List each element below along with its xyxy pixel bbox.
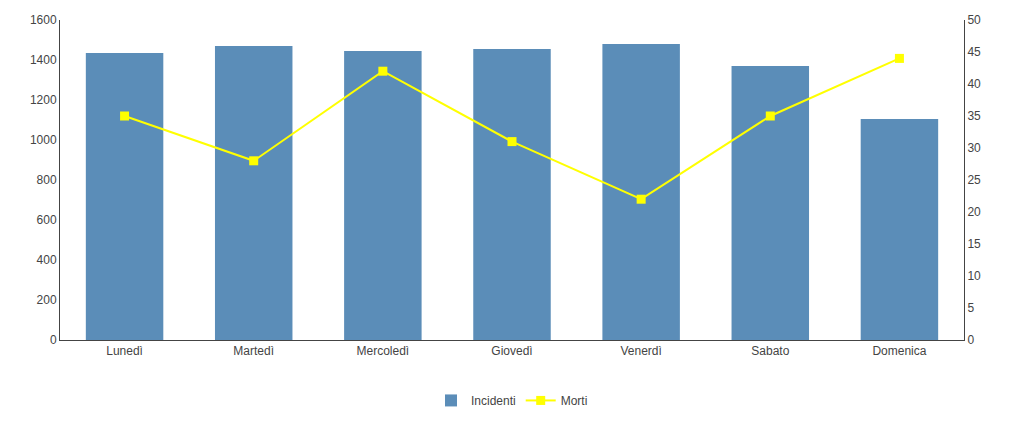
svg-text:1400: 1400: [30, 53, 57, 67]
svg-text:Martedì: Martedì: [233, 344, 274, 358]
svg-text:40: 40: [967, 77, 981, 91]
svg-text:1000: 1000: [30, 133, 57, 147]
svg-text:0: 0: [50, 333, 57, 347]
svg-text:1600: 1600: [30, 13, 57, 27]
svg-text:30: 30: [967, 141, 981, 155]
svg-text:Venerdì: Venerdì: [620, 344, 661, 358]
svg-text:15: 15: [967, 237, 981, 251]
svg-text:200: 200: [37, 293, 57, 307]
svg-text:Domenica: Domenica: [872, 344, 926, 358]
svg-text:20: 20: [967, 205, 981, 219]
svg-text:Morti: Morti: [561, 394, 588, 408]
svg-text:35: 35: [967, 109, 981, 123]
svg-text:800: 800: [37, 173, 57, 187]
svg-text:0: 0: [967, 333, 974, 347]
svg-text:Mercoledì: Mercoledì: [357, 344, 410, 358]
svg-text:Lunedì: Lunedì: [106, 344, 143, 358]
svg-text:10: 10: [967, 269, 981, 283]
svg-text:5: 5: [967, 301, 974, 315]
svg-text:400: 400: [37, 253, 57, 267]
svg-text:1200: 1200: [30, 93, 57, 107]
svg-text:45: 45: [967, 45, 981, 59]
svg-text:Incidenti: Incidenti: [471, 394, 516, 408]
svg-text:25: 25: [967, 173, 981, 187]
svg-text:50: 50: [967, 13, 981, 27]
svg-text:Sabato: Sabato: [751, 344, 789, 358]
svg-text:Giovedì: Giovedì: [491, 344, 532, 358]
svg-text:600: 600: [37, 213, 57, 227]
